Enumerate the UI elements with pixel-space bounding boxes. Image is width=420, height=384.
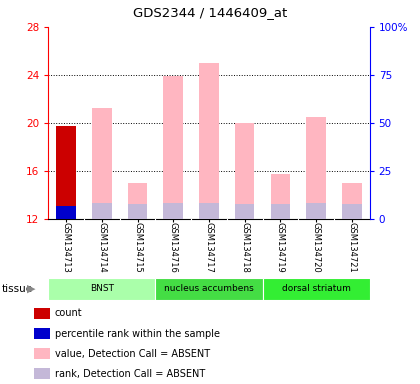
Bar [199,63,219,219]
Bar [128,183,147,219]
Bar [270,205,290,219]
Bar [56,206,76,219]
Bar [155,278,262,300]
Bar [342,205,362,219]
Text: GDS2344 / 1446409_at: GDS2344 / 1446409_at [133,6,287,19]
Text: percentile rank within the sample: percentile rank within the sample [55,329,220,339]
Bar [235,123,255,219]
Text: GSM134719: GSM134719 [276,222,285,273]
Text: GSM134721: GSM134721 [347,222,356,273]
Text: GSM134714: GSM134714 [97,222,106,273]
Text: value, Detection Call = ABSENT: value, Detection Call = ABSENT [55,349,210,359]
Bar [306,117,326,219]
Bar [56,205,76,219]
Text: GSM134715: GSM134715 [133,222,142,273]
Bar [199,203,219,219]
Bar [92,203,112,219]
Bar [34,368,50,379]
Text: GSM134716: GSM134716 [169,222,178,273]
Bar [306,203,326,219]
Bar [34,308,50,319]
Text: count: count [55,308,82,318]
Bar [128,205,147,219]
Text: GSM134718: GSM134718 [240,222,249,273]
Bar [270,174,290,219]
Text: rank, Detection Call = ABSENT: rank, Detection Call = ABSENT [55,369,205,379]
Text: nucleus accumbens: nucleus accumbens [164,285,254,293]
Bar [163,76,183,219]
Bar [48,278,155,300]
Bar [262,278,370,300]
Bar [56,126,76,219]
Text: dorsal striatum: dorsal striatum [282,285,350,293]
Bar [235,205,255,219]
Text: ▶: ▶ [27,284,36,294]
Text: BNST: BNST [90,285,114,293]
Bar [56,126,76,219]
Bar [342,183,362,219]
Bar [92,109,112,219]
Text: tissue: tissue [2,284,33,294]
Bar [34,348,50,359]
Bar [163,203,183,219]
Text: GSM134713: GSM134713 [62,222,71,273]
Bar [34,328,50,339]
Text: GSM134720: GSM134720 [312,222,320,273]
Text: GSM134717: GSM134717 [205,222,213,273]
